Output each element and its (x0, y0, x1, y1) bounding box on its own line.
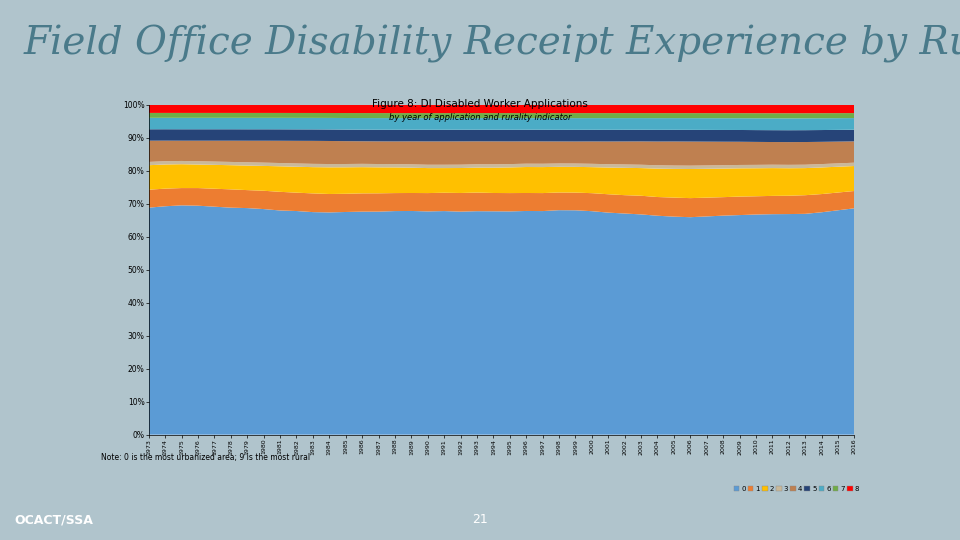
Text: Figure 8: DI Disabled Worker Applications: Figure 8: DI Disabled Worker Application… (372, 99, 588, 110)
Text: OCACT/SSA: OCACT/SSA (14, 513, 93, 526)
Text: Field Office Disability Receipt Experience by Rural vs Urban: Field Office Disability Receipt Experien… (24, 24, 960, 63)
Text: 21: 21 (472, 513, 488, 526)
Legend: 0, 1, 2, 3, 4, 5, 6, 7, 8: 0, 1, 2, 3, 4, 5, 6, 7, 8 (732, 484, 860, 494)
Text: Note: 0 is the most urbanized area; 9 is the most rural: Note: 0 is the most urbanized area; 9 is… (101, 453, 310, 462)
Text: by year of application and rurality indicator: by year of application and rurality indi… (389, 113, 571, 122)
